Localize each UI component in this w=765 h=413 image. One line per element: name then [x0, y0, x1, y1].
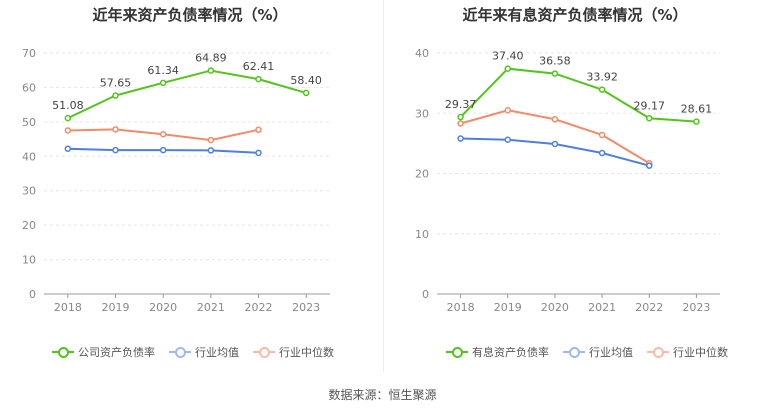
- x-tick-label: 2019: [494, 301, 522, 314]
- data-point: [112, 92, 119, 99]
- data-point: [112, 146, 119, 154]
- x-tick-label: 2020: [149, 301, 177, 314]
- panel-divider: [383, 0, 384, 372]
- legend-right: 有息资产负债率 行业均值 行业中位数: [446, 344, 742, 360]
- legend-marker-green: [446, 346, 468, 358]
- data-point: [504, 106, 511, 114]
- data-label: 64.89: [195, 52, 227, 65]
- legend-marker-green: [52, 346, 74, 358]
- x-tick-label: 2023: [292, 301, 320, 314]
- data-point: [302, 89, 310, 97]
- x-tick-label: 2018: [54, 301, 82, 314]
- legend-marker-blue: [169, 346, 191, 358]
- data-point: [551, 116, 559, 123]
- y-tick-label: 30: [22, 185, 36, 198]
- y-tick-label: 0: [422, 288, 429, 301]
- data-label: 29.17: [634, 99, 666, 112]
- legend-item-industry-median[interactable]: 行业中位数: [647, 344, 728, 360]
- data-label: 33.92: [586, 71, 618, 84]
- legend-marker-orange: [253, 346, 275, 358]
- y-tick-label: 20: [22, 219, 36, 232]
- y-tick-label: 40: [415, 47, 429, 60]
- legend-marker-orange: [647, 346, 669, 358]
- legend-left: 公司资产负债率 行业均值 行业中位数: [52, 344, 348, 360]
- data-label: 57.65: [100, 77, 132, 90]
- series-line: [67, 69, 307, 120]
- y-tick-label: 60: [22, 81, 36, 94]
- x-tick-label: 2020: [541, 301, 569, 314]
- data-point: [457, 120, 464, 127]
- data-point: [693, 118, 700, 125]
- data-label: 37.40: [492, 50, 524, 63]
- y-tick-label: 40: [22, 150, 36, 163]
- data-point: [159, 131, 167, 138]
- y-tick-label: 20: [415, 168, 429, 181]
- legend-item-interest-ratio[interactable]: 有息资产负债率: [446, 344, 549, 360]
- data-point: [646, 162, 653, 169]
- data-point: [255, 126, 262, 134]
- data-point: [207, 136, 215, 144]
- data-point: [159, 79, 167, 87]
- legend-label: 行业中位数: [279, 346, 334, 359]
- legend-label: 行业中位数: [673, 346, 728, 359]
- chart-title-right: 近年来有息资产负债率情况（%）: [462, 6, 688, 24]
- legend-item-industry-mean[interactable]: 行业均值: [563, 344, 633, 360]
- y-tick-label: 50: [22, 116, 36, 129]
- data-point: [64, 145, 72, 152]
- data-point: [646, 115, 653, 122]
- legend-item-company-ratio[interactable]: 公司资产负债率: [52, 344, 155, 360]
- series-line: [459, 67, 697, 123]
- x-tick-label: 2021: [197, 301, 225, 314]
- x-tick-label: 2022: [635, 301, 663, 314]
- data-point: [504, 65, 511, 72]
- x-tick-label: 2018: [447, 301, 475, 314]
- data-point: [159, 146, 167, 154]
- data-point: [598, 149, 606, 157]
- data-point: [504, 136, 511, 144]
- y-tick-label: 0: [29, 288, 36, 301]
- data-point: [207, 67, 215, 74]
- chart-title-left: 近年来资产负债率情况（%）: [92, 6, 288, 24]
- x-tick-label: 2021: [588, 301, 616, 314]
- data-point: [598, 86, 606, 93]
- data-point: [112, 126, 119, 133]
- legend-label: 有息资产负债率: [472, 346, 549, 359]
- legend-label: 行业均值: [195, 346, 239, 359]
- data-label: 58.40: [290, 74, 322, 87]
- data-source-note: 数据来源：恒生聚源: [328, 388, 437, 402]
- data-point: [207, 147, 215, 154]
- data-point: [551, 140, 559, 148]
- y-tick-label: 70: [22, 47, 36, 60]
- legend-item-industry-mean[interactable]: 行业均值: [169, 344, 239, 360]
- data-point: [64, 114, 72, 122]
- y-tick-label: 10: [415, 228, 429, 241]
- data-point: [64, 127, 72, 134]
- data-point: [457, 135, 464, 142]
- x-tick-label: 2019: [102, 301, 130, 314]
- data-point: [598, 131, 606, 139]
- legend-item-industry-median[interactable]: 行业中位数: [253, 344, 334, 360]
- data-label: 51.08: [52, 99, 84, 112]
- x-tick-label: 2022: [245, 301, 273, 314]
- data-point: [255, 75, 262, 83]
- data-label: 62.41: [243, 60, 275, 73]
- data-point: [457, 113, 464, 121]
- data-label: 28.61: [681, 103, 713, 116]
- legend-label: 行业均值: [589, 346, 633, 359]
- y-tick-label: 10: [22, 254, 36, 267]
- legend-label: 公司资产负债率: [78, 346, 155, 359]
- data-label: 29.37: [445, 98, 477, 111]
- data-point: [551, 70, 559, 77]
- y-tick-label: 30: [415, 107, 429, 120]
- data-label: 61.34: [147, 64, 179, 77]
- data-point: [255, 149, 262, 157]
- data-label: 36.58: [539, 55, 571, 68]
- x-tick-label: 2023: [682, 301, 710, 314]
- legend-marker-blue: [563, 346, 585, 358]
